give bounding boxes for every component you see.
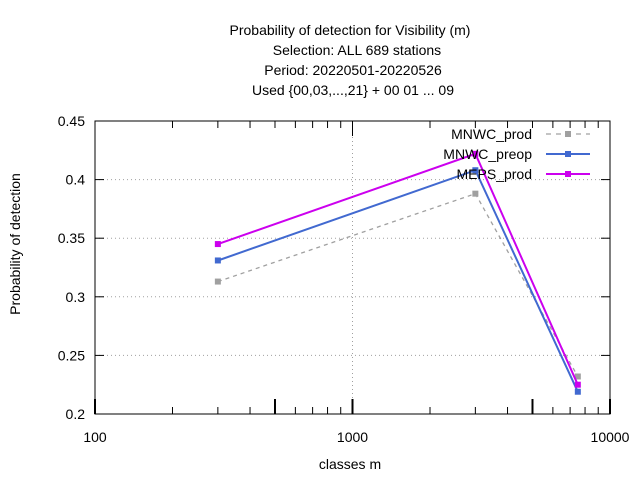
y-tick-label: 0.45 xyxy=(58,113,85,129)
data-point-meps-prod xyxy=(472,150,479,157)
data-point-mnwc-prod xyxy=(472,190,479,197)
series-line-mnwc-prod xyxy=(217,192,579,377)
y-tick-label: 0.25 xyxy=(58,347,85,363)
title-line-3: Period: 20220501-20220526 xyxy=(264,62,442,78)
minor-ticks xyxy=(172,121,599,414)
x-axis-ticks: 100 1000 10000 xyxy=(83,121,630,445)
title-line-2: Selection: ALL 689 stations xyxy=(273,42,441,58)
y-axis-ticks: 0.2 0.25 0.3 0.35 0.4 0.45 xyxy=(58,113,610,422)
y-tick-label: 0.35 xyxy=(58,230,85,246)
data-point-mnwc-prod xyxy=(214,278,221,285)
grid xyxy=(95,121,610,414)
series-layer xyxy=(214,150,581,395)
legend-label-mnwc-prod: MNWC_prod xyxy=(451,126,532,142)
title-line-1: Probability of detection for Visibility … xyxy=(230,22,471,38)
legend-label-meps-prod: MEPS_prod xyxy=(457,166,532,182)
data-point-meps-prod xyxy=(214,241,221,248)
legend-label-mnwc-preop: MNWC_preop xyxy=(443,146,532,162)
legend-marker-mnwc-preop xyxy=(565,151,571,157)
chart-title: Probability of detection for Visibility … xyxy=(230,22,471,98)
data-point-mnwc-preop xyxy=(214,257,221,264)
x-tick-label: 100 xyxy=(83,429,107,445)
x-tick-label: 1000 xyxy=(337,429,368,445)
data-point-meps-prod xyxy=(574,381,581,388)
data-point-mnwc-preop xyxy=(472,167,479,174)
data-point-mnwc-preop xyxy=(574,388,581,395)
plot-frame xyxy=(94,120,611,415)
legend: MNWC_prod MNWC_preop MEPS_prod xyxy=(443,126,590,182)
y-tick-label: 0.4 xyxy=(66,172,86,188)
legend-marker-mnwc-prod xyxy=(565,131,571,137)
legend-marker-meps-prod xyxy=(565,171,571,177)
y-tick-label: 0.3 xyxy=(66,289,86,305)
x-axis-label: classes m xyxy=(319,456,381,472)
y-axis-label: Probability of detection xyxy=(7,173,23,315)
series-line-meps-prod xyxy=(217,152,579,386)
y-tick-label: 0.2 xyxy=(66,406,86,422)
x-tick-label: 10000 xyxy=(591,429,630,445)
data-point-mnwc-prod xyxy=(574,373,581,380)
title-line-4: Used {00,03,...,21} + 00 01 ... 09 xyxy=(252,82,454,98)
